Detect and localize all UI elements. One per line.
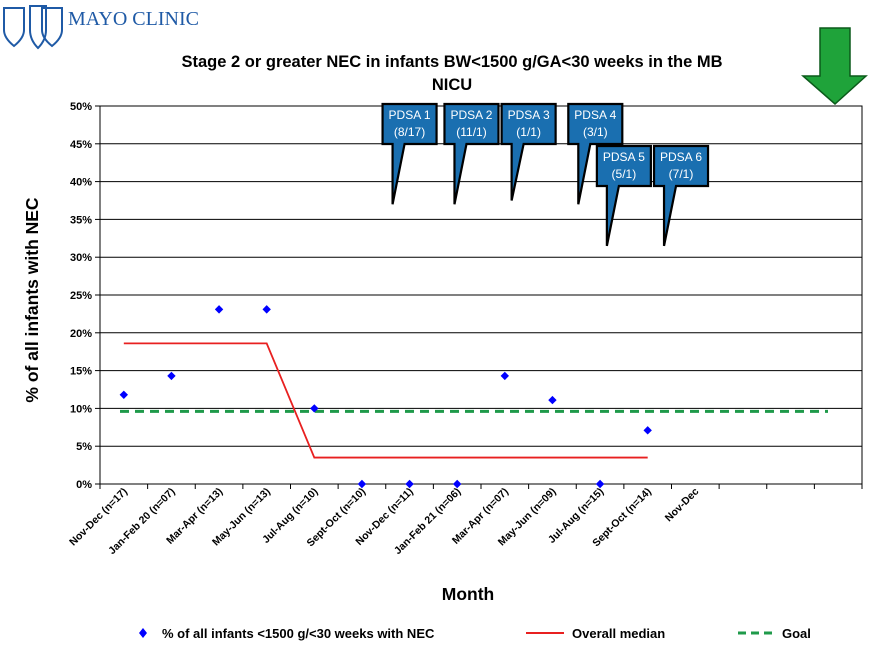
pdsa-callout-value: (5/1) <box>612 167 637 181</box>
data-point <box>310 404 319 413</box>
legend: % of all infants <1500 g/<30 weeks with … <box>139 626 811 641</box>
pdsa-callout-box <box>381 102 438 205</box>
y-tick-label: 15% <box>70 366 92 378</box>
y-tick-label: 5% <box>76 441 92 453</box>
data-point <box>167 371 176 381</box>
y-tick-label: 50% <box>70 101 92 113</box>
y-axis-title: % of all infants with NEC <box>22 197 42 403</box>
chart-title-line-2: NICU <box>432 76 472 94</box>
pdsa-callout-box <box>595 144 652 247</box>
data-point <box>452 479 462 489</box>
data-point <box>405 479 414 489</box>
pdsa-callout-title: PDSA 4 <box>574 108 616 122</box>
x-tick-label: Nov-Dec <box>663 486 702 525</box>
pdsa-callout-box <box>567 102 624 205</box>
pdsa-callout-box <box>500 102 557 201</box>
y-tick-label: 10% <box>70 403 92 415</box>
y-tick-label: 0% <box>76 479 92 491</box>
data-point <box>500 371 510 381</box>
pdsa-callout-title: PDSA 2 <box>450 108 492 122</box>
mayo-shields-logo-icon <box>3 5 63 50</box>
chart-title-line-1: Stage 2 or greater NEC in infants BW<150… <box>182 53 723 71</box>
y-tick-label: 35% <box>70 214 92 226</box>
data-point <box>357 479 367 489</box>
pdsa-callout-title: PDSA 6 <box>660 150 702 164</box>
data-point <box>643 426 652 435</box>
pdsa-callout-box <box>652 144 710 247</box>
data-points <box>119 305 652 489</box>
y-tick-label: 25% <box>70 290 92 302</box>
y-tick-label: 30% <box>70 252 92 264</box>
pdsa-callout-title: PDSA 1 <box>389 108 431 122</box>
pdsa-callout-box <box>443 102 500 205</box>
legend-label-series: % of all infants <1500 g/<30 weeks with … <box>162 626 435 641</box>
green-down-arrow-icon <box>801 27 868 106</box>
data-point <box>119 390 129 399</box>
pdsa-callout-value: (8/17) <box>394 125 425 139</box>
pdsa-callout-title: PDSA 3 <box>508 108 550 122</box>
pdsa-callout-value: (7/1) <box>669 167 694 181</box>
legend-label-median: Overall median <box>572 626 665 641</box>
pdsa-callout-value: (3/1) <box>583 125 608 139</box>
y-tick-label: 40% <box>70 177 92 189</box>
legend-diamond-icon <box>139 628 147 638</box>
data-point <box>548 395 557 405</box>
median-line <box>123 342 648 459</box>
x-axis-ticks: Nov-Dec (n=17)Jan-Feb 20 (n=07)Mar-Apr (… <box>67 484 863 557</box>
y-tick-label: 45% <box>70 139 92 151</box>
y-tick-label: 20% <box>70 328 92 340</box>
median-line-path <box>123 342 648 459</box>
legend-label-goal: Goal <box>782 626 811 641</box>
pdsa-callout-value: (11/1) <box>456 125 486 139</box>
data-point <box>262 305 271 314</box>
data-point <box>214 305 224 314</box>
pdsa-callout-value: (1/1) <box>516 125 541 139</box>
pdsa-callout-title: PDSA 5 <box>603 150 645 164</box>
data-point <box>595 479 605 489</box>
x-axis-title: Month <box>442 584 494 604</box>
y-axis-ticks: 0% 5% 10% 15% 20% 25% 30% 35% 40% 45% 50% <box>70 101 100 491</box>
pdsa-callouts: PDSA 1 (8/17) PDSA 2 (11/1) PDSA 3 (1/1) PDSA … <box>381 102 710 247</box>
brand-name: MAYO CLINIC <box>68 8 199 30</box>
